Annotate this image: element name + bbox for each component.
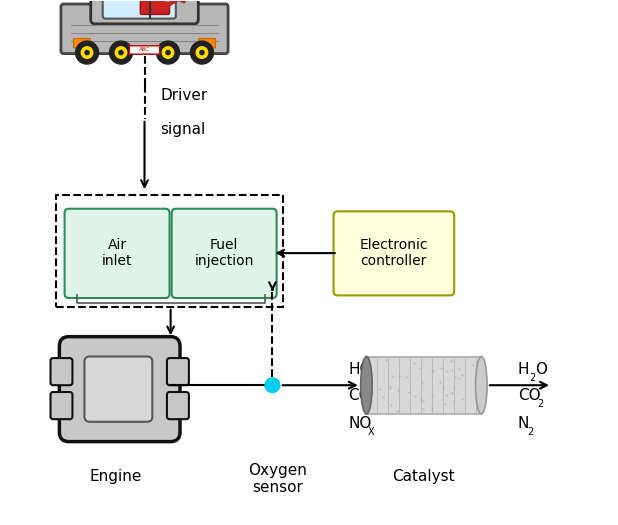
FancyBboxPatch shape (51, 358, 72, 385)
FancyBboxPatch shape (74, 38, 90, 48)
Text: Oxygen
sensor: Oxygen sensor (248, 463, 307, 496)
FancyBboxPatch shape (65, 209, 169, 298)
FancyBboxPatch shape (59, 337, 180, 442)
FancyBboxPatch shape (103, 0, 176, 18)
Text: H: H (518, 362, 530, 377)
Circle shape (75, 41, 98, 64)
FancyBboxPatch shape (167, 392, 189, 419)
Circle shape (196, 47, 208, 58)
Text: Engine: Engine (90, 469, 142, 484)
Text: signal: signal (160, 122, 205, 137)
Text: N: N (518, 416, 529, 431)
FancyBboxPatch shape (199, 38, 216, 48)
FancyBboxPatch shape (172, 209, 277, 298)
Circle shape (119, 50, 123, 55)
Text: 2: 2 (530, 373, 536, 383)
Text: HC: HC (348, 362, 370, 377)
Text: O: O (535, 362, 547, 377)
Circle shape (163, 47, 174, 58)
Ellipse shape (361, 356, 372, 414)
Ellipse shape (476, 356, 487, 414)
FancyBboxPatch shape (140, 0, 169, 15)
Text: 2: 2 (527, 427, 533, 437)
Text: Air
inlet: Air inlet (102, 238, 132, 268)
FancyBboxPatch shape (334, 212, 454, 296)
Circle shape (109, 41, 132, 64)
Text: CO: CO (348, 388, 371, 403)
Circle shape (156, 0, 179, 1)
Bar (56, 195, 283, 307)
Text: Driver: Driver (160, 88, 208, 103)
Text: ABC: ABC (139, 47, 150, 53)
Bar (366, 356, 481, 414)
FancyBboxPatch shape (167, 358, 189, 385)
Text: Electronic
controller: Electronic controller (360, 238, 428, 268)
Circle shape (265, 378, 280, 393)
Circle shape (156, 41, 179, 64)
Circle shape (200, 50, 204, 55)
FancyBboxPatch shape (51, 392, 72, 419)
Circle shape (82, 47, 93, 58)
Text: Fuel
injection: Fuel injection (195, 238, 254, 268)
FancyBboxPatch shape (129, 46, 159, 54)
Text: Catalyst: Catalyst (392, 469, 455, 484)
FancyBboxPatch shape (85, 356, 152, 422)
Circle shape (190, 41, 213, 64)
FancyBboxPatch shape (91, 0, 198, 24)
Circle shape (85, 50, 89, 55)
Text: X: X (368, 427, 375, 437)
Circle shape (166, 50, 170, 55)
Text: NO: NO (348, 416, 371, 431)
FancyBboxPatch shape (61, 4, 228, 54)
Text: CO: CO (518, 388, 541, 403)
Circle shape (115, 47, 127, 58)
Text: 2: 2 (538, 399, 544, 409)
